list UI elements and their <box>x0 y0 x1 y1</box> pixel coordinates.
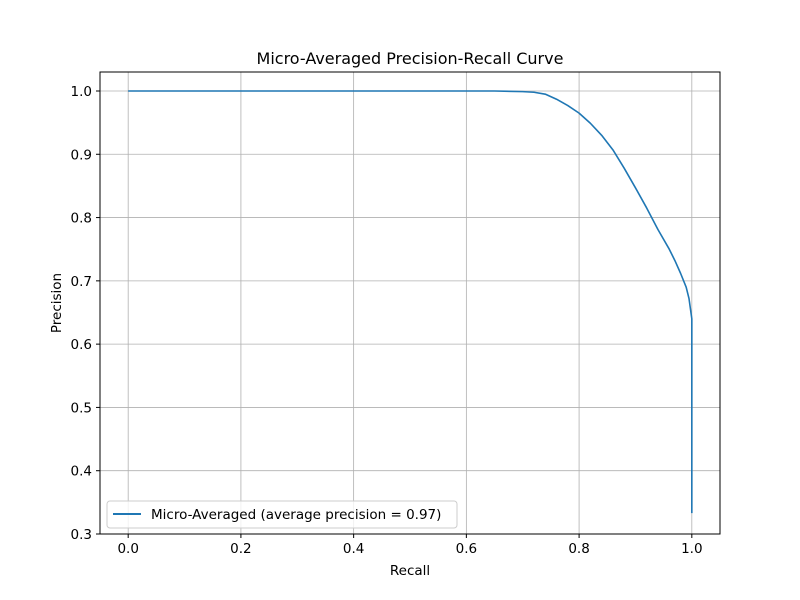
y-axis-label: Precision <box>49 273 65 333</box>
y-tick-label: 0.8 <box>71 211 92 227</box>
legend-box <box>106 500 458 529</box>
x-tick-label: 0.4 <box>343 541 364 557</box>
y-tick-label: 0.4 <box>71 464 92 480</box>
x-tick-label: 0.0 <box>117 541 138 557</box>
series-line <box>128 90 693 514</box>
y-tick-label: 0.3 <box>71 527 92 543</box>
x-tick-label: 1.0 <box>681 541 702 557</box>
y-axis: 0.3 0.4 0.5 0.6 0.7 0.8 0.9 1.0 <box>71 84 100 543</box>
x-axis-label: Recall <box>390 563 430 579</box>
y-tick-label: 0.9 <box>71 147 92 163</box>
x-tick-label: 0.2 <box>230 541 251 557</box>
x-axis: 0.0 0.2 0.4 0.6 0.8 1.0 <box>117 534 703 557</box>
grid <box>100 72 720 535</box>
series-layer <box>128 90 693 514</box>
legend: Micro-Averaged (average precision = 0.97… <box>106 500 458 529</box>
y-tick-label: 0.7 <box>71 274 92 290</box>
plot-frame <box>99 71 721 535</box>
y-tick-label: 0.5 <box>71 400 92 416</box>
x-tick-label: 0.8 <box>568 541 589 557</box>
x-tick-label: 0.6 <box>456 541 477 557</box>
y-tick-label: 1.0 <box>71 84 92 100</box>
chart-title: Micro-Averaged Precision-Recall Curve <box>257 49 564 68</box>
y-tick-label: 0.6 <box>71 337 92 353</box>
legend-label: Micro-Averaged (average precision = 0.97… <box>151 507 441 523</box>
